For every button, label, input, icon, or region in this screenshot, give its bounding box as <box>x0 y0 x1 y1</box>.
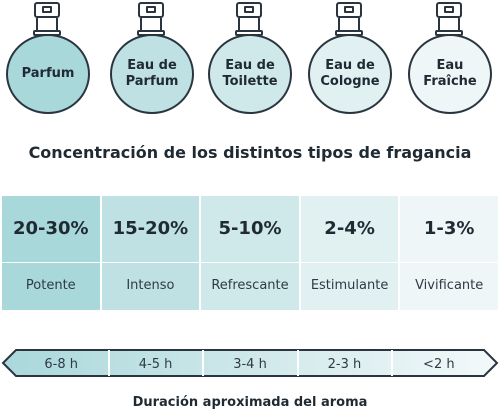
bottle-nozzle <box>146 6 156 13</box>
bottle-label: Eau de Toilette <box>222 58 278 89</box>
bottle-cap <box>236 2 262 18</box>
concentration-percent: 1-3% <box>423 217 475 239</box>
bottle-nozzle <box>344 6 354 13</box>
cell-divider <box>400 262 498 263</box>
duration-caption: Duración aproximada del aroma <box>132 395 368 410</box>
concentration-description: Refrescante <box>211 277 289 293</box>
concentration-percent: 15-20% <box>112 217 189 239</box>
cell-divider <box>101 262 200 263</box>
bottle-label: Parfum <box>21 66 75 81</box>
duration-label: <2 h <box>423 356 455 372</box>
concentration-percent: 2-4% <box>324 217 375 239</box>
duration-label: 4-5 h <box>138 356 173 372</box>
concentration-cell: 1-3% Vivificante <box>400 196 498 310</box>
concentration-grid: 20-30% Potente 15-20% Intenso 5-10% Refr… <box>2 196 498 310</box>
bottle-eau-de-parfum: Eau de Parfum <box>110 0 194 118</box>
cell-divider <box>201 262 299 263</box>
bottle-cap <box>34 2 60 18</box>
concentration-cell: 15-20% Intenso <box>101 196 200 310</box>
bottle-nozzle <box>42 6 52 13</box>
cell-divider <box>2 262 100 263</box>
concentration-description: Intenso <box>126 277 175 293</box>
bottle-label: Eau Fraîche <box>423 58 477 89</box>
duration-label: 6-8 h <box>44 356 78 372</box>
bottle-flask: Parfum <box>6 34 90 114</box>
bottle-flask: Eau de Cologne <box>308 34 392 114</box>
concentration-cell: 5-10% Refrescante <box>201 196 299 310</box>
concentration-description: Estimulante <box>310 277 389 293</box>
bottle-flask: Eau de Toilette <box>208 34 292 114</box>
concentration-cell: 2-4% Estimulante <box>300 196 399 310</box>
bottles-row: Parfum Eau de Parfum Eau de Toilette Eau d… <box>0 0 500 118</box>
bottle-cap <box>436 2 462 18</box>
bottle-nozzle <box>444 6 454 13</box>
bottle-cap <box>336 2 362 18</box>
duration-row: 6-8 h 4-5 h 3-4 h 2-3 h <2 h <box>14 353 486 375</box>
bottle-eau-de-cologne: Eau de Cologne <box>308 0 392 118</box>
duration-arrow <box>1 349 499 377</box>
duration-label: 3-4 h <box>233 356 267 372</box>
bottle-label: Eau de Cologne <box>320 58 380 89</box>
concentration-description: Potente <box>25 277 76 293</box>
concentration-cell: 20-30% Potente <box>2 196 100 310</box>
bottle-eau-de-toilette: Eau de Toilette <box>208 0 292 118</box>
bottle-cap <box>138 2 164 18</box>
cell-divider <box>300 262 399 263</box>
concentration-description: Vivificante <box>415 277 484 293</box>
bottle-flask: Eau de Parfum <box>110 34 194 114</box>
page-title: Concentración de los distintos tipos de … <box>28 143 472 162</box>
concentration-percent: 5-10% <box>218 217 282 239</box>
arrow-shape <box>1 349 499 377</box>
bottle-eau-fraiche: Eau Fraîche <box>408 0 492 118</box>
bottle-label: Eau de Parfum <box>125 58 179 89</box>
duration-label: 2-3 h <box>327 356 362 372</box>
bottle-nozzle <box>244 6 254 13</box>
bottle-parfum: Parfum <box>6 0 90 118</box>
concentration-percent: 20-30% <box>12 217 89 239</box>
bottle-flask: Eau Fraîche <box>408 34 492 114</box>
